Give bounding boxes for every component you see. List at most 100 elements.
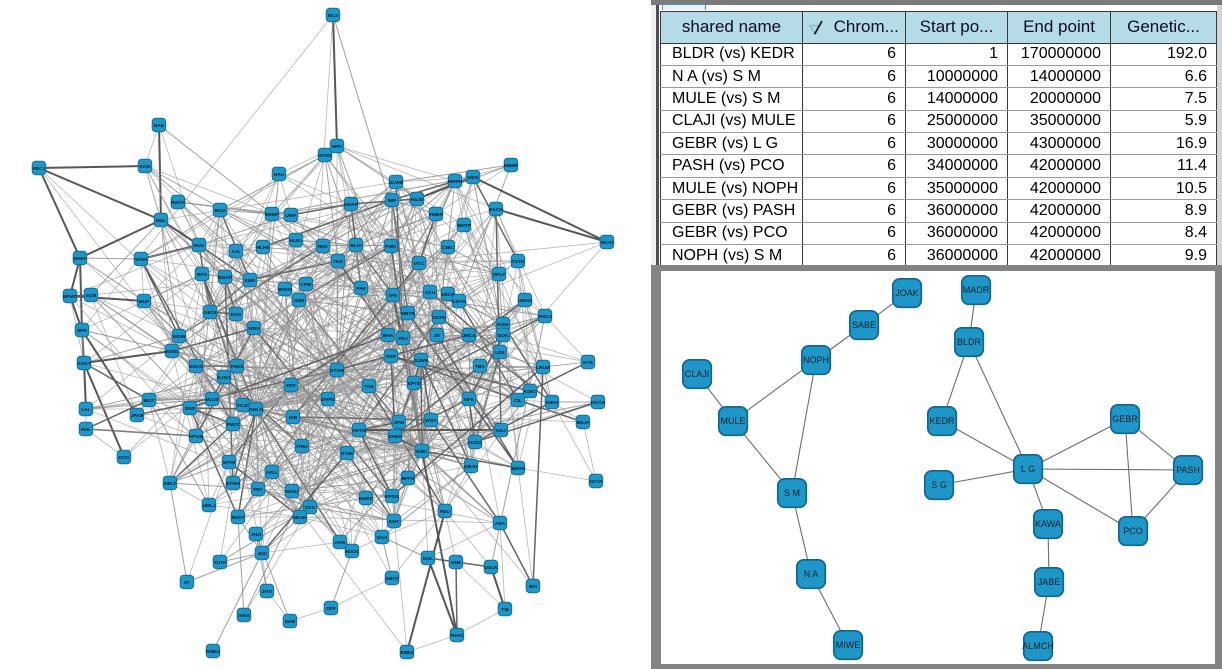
svg-text:MIWE: MIWE bbox=[836, 640, 861, 650]
svg-text:BHA: BHA bbox=[383, 333, 394, 339]
svg-text:SABE: SABE bbox=[852, 320, 876, 330]
svg-text:HOTN: HOTN bbox=[352, 428, 366, 434]
svg-text:HLEL: HLEL bbox=[290, 238, 303, 244]
svg-text:MUP: MUP bbox=[139, 299, 150, 305]
svg-text:HGJ: HGJ bbox=[496, 428, 506, 434]
svg-text:RUST: RUST bbox=[231, 515, 244, 521]
svg-text:EGG: EGG bbox=[231, 312, 242, 318]
svg-text:OFF: OFF bbox=[326, 606, 336, 612]
svg-text:GBJG: GBJG bbox=[464, 464, 478, 470]
svg-text:ONE: ONE bbox=[451, 560, 462, 566]
svg-text:GMLN: GMLN bbox=[249, 407, 264, 413]
svg-text:PKJ: PKJ bbox=[398, 336, 408, 342]
svg-text:GCFN: GCFN bbox=[432, 315, 446, 321]
svg-text:FHDE: FHDE bbox=[230, 364, 244, 370]
svg-text:NOL: NOL bbox=[423, 556, 433, 562]
svg-text:RNEU: RNEU bbox=[206, 649, 220, 655]
svg-text:FDT: FDT bbox=[286, 383, 295, 389]
svg-text:MUL: MUL bbox=[156, 218, 166, 224]
svg-text:MBMF: MBMF bbox=[504, 163, 518, 169]
svg-text:NMKF: NMKF bbox=[359, 496, 373, 502]
svg-text:UULK: UULK bbox=[484, 565, 498, 571]
svg-text:UWF: UWF bbox=[286, 213, 297, 219]
svg-text:JHTI: JHTI bbox=[262, 589, 273, 595]
svg-text:TSI: TSI bbox=[501, 607, 509, 613]
svg-text:EHB: EHB bbox=[285, 619, 296, 625]
svg-text:JUD: JUD bbox=[257, 551, 267, 557]
svg-text:WOH: WOH bbox=[135, 257, 147, 263]
svg-text:EMD: EMD bbox=[245, 278, 256, 284]
svg-text:RWCP: RWCP bbox=[171, 200, 186, 206]
svg-text:L G: L G bbox=[1021, 464, 1035, 474]
svg-text:HPGB: HPGB bbox=[189, 434, 203, 440]
svg-text:MHTP: MHTP bbox=[457, 223, 471, 229]
svg-text:HTDG: HTDG bbox=[318, 153, 332, 159]
svg-text:CLAJI: CLAJI bbox=[685, 369, 710, 379]
svg-text:NHJK: NHJK bbox=[293, 515, 307, 521]
svg-text:HWPH: HWPH bbox=[448, 179, 463, 185]
svg-text:BAE: BAE bbox=[154, 123, 165, 129]
svg-text:FDP: FDP bbox=[386, 354, 396, 360]
svg-text:IFN: IFN bbox=[389, 293, 397, 299]
svg-text:MCKI: MCKI bbox=[601, 240, 614, 246]
svg-text:BGD: BGD bbox=[215, 208, 226, 214]
svg-text:ETIM: ETIM bbox=[341, 451, 352, 457]
svg-text:LDE: LDE bbox=[495, 350, 505, 356]
svg-text:WDU: WDU bbox=[248, 326, 260, 332]
svg-text:RUU: RUU bbox=[194, 243, 205, 249]
svg-text:NHL: NHL bbox=[81, 427, 91, 433]
svg-text:EACH: EACH bbox=[489, 207, 503, 213]
svg-text:NOPH: NOPH bbox=[803, 355, 829, 365]
svg-text:AEA: AEA bbox=[495, 521, 506, 527]
svg-text:KTK: KTK bbox=[583, 360, 593, 366]
svg-text:CNIC: CNIC bbox=[442, 245, 454, 251]
svg-text:IKB: IKB bbox=[289, 415, 298, 421]
svg-text:HCCH: HCCH bbox=[591, 400, 605, 406]
svg-text:JHJI: JHJI bbox=[251, 532, 262, 538]
svg-text:MIJT: MIJT bbox=[144, 398, 155, 404]
svg-text:KOG: KOG bbox=[140, 164, 151, 170]
svg-text:IIT: IIT bbox=[184, 580, 190, 586]
svg-text:GJWN: GJWN bbox=[414, 358, 429, 364]
svg-text:KMT: KMT bbox=[389, 519, 399, 525]
svg-text:GHEF: GHEF bbox=[73, 256, 86, 262]
svg-text:TOE: TOE bbox=[364, 384, 375, 390]
svg-text:MADR: MADR bbox=[963, 285, 990, 295]
svg-text:BEHS: BEHS bbox=[511, 466, 525, 472]
svg-text:ENS: ENS bbox=[185, 406, 196, 412]
svg-text:NGNJ: NGNJ bbox=[285, 489, 299, 495]
svg-text:ASNC: ASNC bbox=[523, 389, 537, 395]
svg-text:GEBR: GEBR bbox=[1112, 414, 1138, 424]
svg-text:IATC: IATC bbox=[414, 261, 425, 267]
svg-text:GIKM: GIKM bbox=[546, 400, 559, 406]
svg-text:GDUC: GDUC bbox=[189, 364, 204, 370]
svg-text:JPAB: JPAB bbox=[131, 413, 144, 419]
svg-text:WSNL: WSNL bbox=[165, 349, 179, 355]
svg-text:KJGA: KJGA bbox=[217, 375, 231, 381]
svg-text:PASH: PASH bbox=[1176, 465, 1200, 475]
svg-text:GLWB: GLWB bbox=[389, 180, 404, 186]
svg-text:GGA: GGA bbox=[377, 535, 388, 541]
svg-text:JABE: JABE bbox=[1038, 577, 1061, 587]
svg-text:DHAP: DHAP bbox=[344, 202, 358, 208]
svg-text:SABS: SABS bbox=[388, 434, 402, 440]
svg-text:HSJD: HSJD bbox=[411, 197, 424, 203]
svg-text:UMLJ: UMLJ bbox=[202, 503, 215, 509]
svg-text:FECJ: FECJ bbox=[33, 166, 46, 172]
svg-text:KAWA: KAWA bbox=[1035, 519, 1061, 529]
svg-text:CPW: CPW bbox=[300, 282, 312, 288]
svg-text:TGTK: TGTK bbox=[511, 259, 525, 265]
svg-text:UMOS: UMOS bbox=[518, 298, 533, 304]
svg-text:MJJS: MJJS bbox=[206, 397, 219, 403]
svg-text:WSHS: WSHS bbox=[278, 287, 293, 293]
svg-text:ITNU: ITNU bbox=[296, 444, 308, 450]
svg-text:EOW: EOW bbox=[497, 322, 509, 328]
svg-text:LRUM: LRUM bbox=[536, 365, 550, 371]
svg-text:BGJF: BGJF bbox=[577, 420, 590, 426]
svg-text:S M: S M bbox=[784, 488, 800, 498]
svg-text:NAU: NAU bbox=[274, 172, 285, 178]
svg-text:HLHE: HLHE bbox=[256, 245, 270, 251]
svg-text:FRF: FRF bbox=[253, 487, 262, 493]
svg-text:FMBR: FMBR bbox=[429, 212, 443, 218]
svg-text:CGTH: CGTH bbox=[452, 299, 466, 305]
